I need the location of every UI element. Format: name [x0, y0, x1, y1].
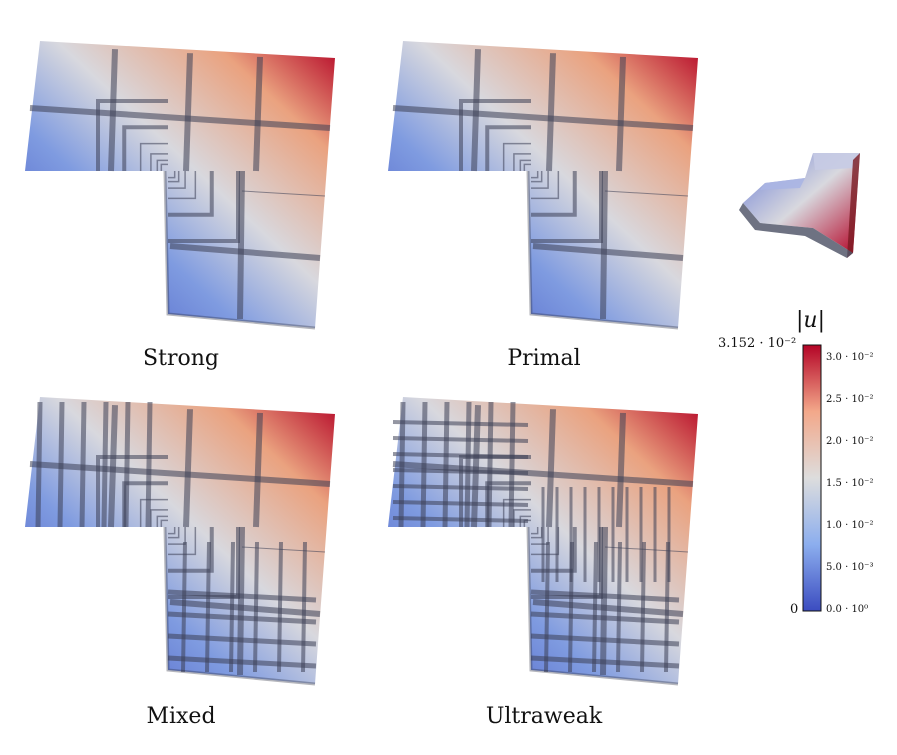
colorbar-tick: 5.0 · 10⁻³: [826, 562, 874, 573]
caption-primal: Primal: [507, 346, 581, 371]
domain-thumbnail: [735, 148, 865, 272]
mesh-ultraweak: [388, 397, 698, 686]
colorbar: |u| 3.152 · 10⁻² 3.0 · 10⁻² 2.5 · 10⁻² 2…: [700, 300, 890, 630]
mesh-grid: [392, 49, 694, 320]
panel-strong: [20, 36, 340, 336]
mesh-mixed: [25, 397, 335, 686]
caption-strong: Strong: [143, 346, 219, 371]
colorbar-tick: 2.0 · 10⁻²: [826, 436, 874, 447]
panel-ultraweak: [383, 392, 703, 692]
colorbar-tick: 1.0 · 10⁻²: [826, 520, 874, 531]
mesh-grid: [29, 401, 331, 676]
l-domain-surface: [388, 41, 698, 328]
caption-mixed: Mixed: [146, 704, 216, 729]
mesh-primal: [388, 41, 698, 330]
colorbar-gradient: [802, 344, 822, 612]
mesh-grid: [29, 49, 331, 320]
l-domain-surface: [25, 41, 335, 328]
panel-mixed: [20, 392, 340, 692]
caption-ultraweak: Ultraweak: [485, 704, 603, 729]
panel-primal: [383, 36, 703, 336]
mesh-grid: [392, 401, 694, 676]
colorbar-title: |u|: [796, 308, 825, 333]
colorbar-max-label: 3.152 · 10⁻²: [718, 336, 797, 351]
colorbar-min-label: 0: [790, 602, 799, 617]
colorbar-tick: 1.5 · 10⁻²: [826, 478, 874, 489]
colorbar-tick: 3.0 · 10⁻²: [826, 352, 874, 363]
mesh-strong: [25, 41, 335, 330]
colorbar-tick: 0.0 · 10⁰: [826, 604, 869, 615]
colorbar-tick: 2.5 · 10⁻²: [826, 394, 874, 405]
